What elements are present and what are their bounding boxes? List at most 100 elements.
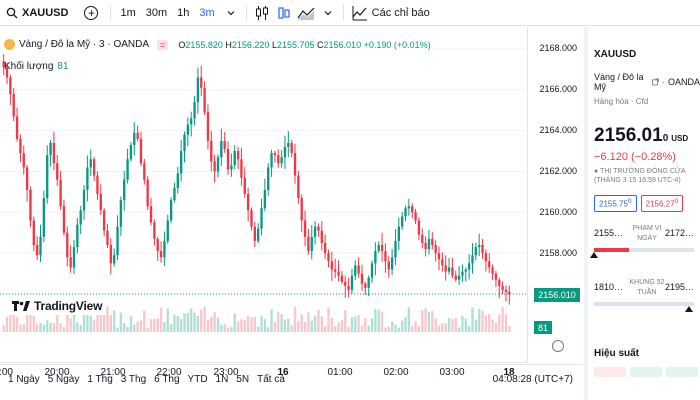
volume-bar bbox=[32, 315, 35, 332]
volume-bar bbox=[267, 327, 270, 332]
clock-display[interactable]: 04:08:28 (UTC+7) bbox=[492, 374, 573, 385]
day-range-marker bbox=[590, 251, 598, 258]
volume-bar bbox=[19, 324, 22, 332]
volume-bar bbox=[9, 315, 12, 332]
candle-body bbox=[203, 87, 206, 113]
volume-bar bbox=[129, 316, 133, 332]
candle-body bbox=[494, 273, 498, 280]
candle-body bbox=[481, 245, 484, 254]
interval-1m[interactable]: 1m bbox=[120, 6, 136, 19]
chart-area[interactable]: Vàng / Đô la Mỹ · 3 · OANDA = O2155.820 … bbox=[0, 27, 583, 378]
volume-label: Khối lượng bbox=[4, 61, 54, 72]
volume-bar bbox=[2, 325, 5, 332]
range-5y[interactable]: 5N bbox=[236, 374, 250, 385]
day-low: 2155… bbox=[594, 227, 624, 238]
add-symbol-button[interactable]: + bbox=[84, 5, 99, 20]
range-all[interactable]: Tất cả bbox=[257, 374, 285, 385]
volume-bar bbox=[159, 307, 163, 332]
external-link-icon[interactable] bbox=[652, 78, 659, 86]
volume-bar bbox=[364, 317, 367, 332]
candle-body bbox=[491, 267, 494, 274]
symbol-search[interactable]: XAUUSD bbox=[0, 0, 74, 26]
legend-title[interactable]: Vàng / Đô la Mỹ · 3 · OANDA bbox=[19, 39, 150, 50]
volume-bar bbox=[337, 322, 340, 332]
candle-body bbox=[267, 167, 270, 190]
performance-chip[interactable] bbox=[630, 366, 662, 377]
candle-body bbox=[424, 242, 427, 250]
candle-body bbox=[59, 179, 62, 207]
volume-bar bbox=[203, 306, 206, 332]
volume-bar bbox=[113, 310, 116, 332]
candle-body bbox=[213, 161, 216, 172]
indicators-button[interactable]: Các chỉ báo bbox=[348, 5, 430, 21]
interval-3m[interactable]: 3m bbox=[199, 6, 215, 19]
range-1y[interactable]: 1N bbox=[215, 374, 229, 385]
range-1d[interactable]: 1 Ngày bbox=[8, 374, 40, 385]
volume-bar bbox=[327, 307, 330, 332]
candle-body bbox=[293, 153, 297, 176]
candle-body bbox=[441, 259, 444, 266]
volume-bar bbox=[233, 313, 236, 332]
ask-button[interactable]: 2156.270 bbox=[640, 195, 684, 212]
interval-30m[interactable]: 30m bbox=[145, 6, 168, 19]
volume-bar bbox=[210, 316, 213, 332]
candle-body bbox=[280, 157, 283, 164]
time-tick: 03:00 bbox=[439, 367, 465, 378]
candle-body bbox=[354, 265, 357, 276]
candle-body bbox=[367, 277, 370, 288]
performance-chip[interactable] bbox=[594, 366, 626, 377]
candle-body bbox=[434, 245, 437, 254]
range-5d[interactable]: 5 Ngày bbox=[47, 374, 80, 385]
range-ytd[interactable]: YTD bbox=[187, 374, 208, 385]
volume-bar bbox=[354, 316, 357, 332]
area-chart-icon[interactable] bbox=[297, 4, 315, 22]
performance-chip[interactable] bbox=[666, 366, 698, 377]
chevron-down-icon[interactable] bbox=[319, 4, 337, 22]
volume-bar bbox=[62, 326, 66, 332]
time-axis[interactable]: :00 20:00 21:00 22:00 23:00 16 01:00 02:… bbox=[0, 362, 527, 382]
range-1m[interactable]: 1 Thg bbox=[87, 374, 113, 385]
candle-body bbox=[193, 102, 196, 119]
tradingview-icon bbox=[12, 301, 30, 311]
volume-bar bbox=[441, 323, 444, 332]
volume-bar bbox=[22, 324, 25, 332]
candle-body bbox=[156, 238, 159, 252]
high-label: H bbox=[225, 39, 232, 50]
panel-symbol[interactable]: XAUUSD bbox=[594, 49, 637, 60]
volume-bar bbox=[437, 325, 441, 332]
volume-bar bbox=[467, 326, 471, 332]
volume-bar bbox=[384, 327, 387, 332]
time-tick: 20:00 bbox=[44, 367, 70, 378]
day-range-fill bbox=[594, 247, 629, 252]
candle-body bbox=[417, 220, 421, 235]
bid-button[interactable]: 2155.750 bbox=[594, 195, 637, 212]
tradingview-logo[interactable]: TradingView bbox=[8, 297, 107, 315]
panel-exchange[interactable]: OANDA bbox=[667, 77, 700, 87]
candle-body bbox=[96, 175, 99, 194]
day-high: 2172… bbox=[664, 227, 694, 238]
candle-body bbox=[240, 159, 243, 178]
candle-body bbox=[210, 140, 213, 162]
price-axis[interactable]: 2168.000 2166.000 2164.000 2162.000 2160… bbox=[527, 27, 583, 362]
candle-body bbox=[129, 144, 133, 160]
price-tick: 2160.000 bbox=[539, 207, 577, 217]
panel-name[interactable]: Vàng / Đô la Mỹ bbox=[594, 72, 644, 92]
volume-bar bbox=[290, 325, 293, 332]
volume-bar bbox=[488, 314, 491, 332]
volume-bar bbox=[213, 312, 216, 332]
range-6m[interactable]: 6 Thg bbox=[154, 374, 180, 385]
chart-settings-icon[interactable] bbox=[552, 340, 564, 352]
candle-body bbox=[464, 269, 467, 272]
volume-bar bbox=[52, 322, 56, 332]
volume-bar bbox=[427, 311, 431, 332]
range-3m[interactable]: 3 Thg bbox=[120, 374, 147, 385]
low-value: 2155.705 bbox=[276, 39, 315, 50]
candle-body bbox=[163, 240, 166, 258]
volume-bar bbox=[283, 319, 287, 332]
candle-body bbox=[330, 261, 334, 270]
chevron-down-icon[interactable] bbox=[222, 4, 240, 22]
interval-1h[interactable]: 1h bbox=[177, 6, 190, 19]
hollow-candle-icon[interactable] bbox=[275, 4, 293, 22]
candle-body bbox=[397, 226, 400, 241]
candlestick-icon[interactable] bbox=[253, 4, 271, 22]
